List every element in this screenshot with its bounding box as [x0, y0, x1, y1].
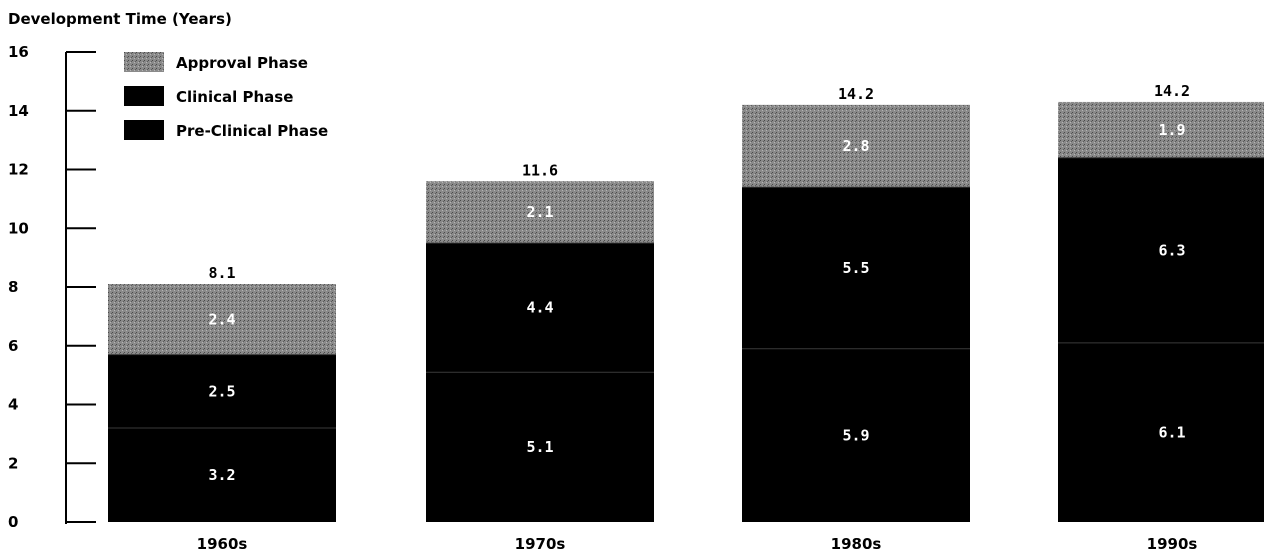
segment-value-label: 2.5: [208, 382, 235, 400]
y-tick-label: 14: [8, 102, 29, 120]
bar-segment: [1058, 342, 1264, 522]
x-category-label: 1980s: [831, 535, 882, 553]
bar-segment: [1058, 101, 1264, 158]
segment-value-label: 3.2: [208, 466, 235, 484]
x-category-label: 1990s: [1147, 535, 1198, 553]
bar-segment: [1058, 157, 1264, 343]
y-tick-label: 10: [8, 219, 29, 237]
segment-value-label: 1.9: [1158, 121, 1185, 139]
segment-value-label: 4.4: [526, 299, 553, 317]
bar-segment: [426, 372, 654, 522]
bar-segment: [426, 242, 654, 373]
legend-swatch: [124, 120, 164, 140]
bar-segment: [108, 354, 336, 428]
segment-value-label: 5.9: [842, 426, 869, 444]
x-category-label: 1960s: [197, 535, 248, 553]
legend-swatch: [124, 52, 164, 72]
y-tick-label: 12: [8, 161, 29, 179]
segment-value-label: 5.5: [842, 259, 869, 277]
segment-value-label: 2.4: [208, 310, 235, 328]
y-axis-title: Development Time (Years): [8, 10, 232, 28]
bar-total-label: 8.1: [208, 264, 235, 282]
y-tick-label: 6: [8, 337, 18, 355]
segment-value-label: 6.3: [1158, 241, 1185, 259]
legend-label: Clinical Phase: [176, 88, 293, 106]
bar-total-label: 14.2: [838, 85, 874, 103]
y-tick-label: 0: [8, 513, 18, 531]
legend-label: Pre-Clinical Phase: [176, 122, 328, 140]
legend: Approval Phase Clinical Phase Pre-Clinical…: [124, 52, 328, 140]
y-tick-label: 4: [8, 396, 18, 414]
segment-value-label: 2.8: [842, 137, 869, 155]
x-axis-labels: 1960s 1970s 1980s 1990s: [197, 535, 1198, 553]
legend-swatch: [124, 86, 164, 106]
bar-segment: [426, 181, 654, 243]
bar-total-label: 11.6: [522, 161, 558, 179]
segment-value-label: 2.1: [526, 203, 553, 221]
segment-value-label: 5.1: [526, 438, 553, 456]
bar-segment: [108, 284, 336, 355]
y-tick-label: 2: [8, 454, 18, 472]
bars-group: 3.2 2.5 2.4 8.1 5.1 4.4 2.1 11.6 5.9 5.5 2.8 14.2 6.…: [108, 82, 1264, 522]
y-tick-label: 16: [8, 43, 29, 61]
y-tick-label: 8: [8, 278, 18, 296]
bar-segment: [742, 348, 970, 522]
y-axis: 0 2 4 6 8 10 12 14 16: [8, 43, 96, 531]
bar-segment: [742, 104, 970, 188]
segment-value-label: 6.1: [1158, 423, 1185, 441]
bar-segment: [108, 428, 336, 522]
bar-segment: [742, 187, 970, 349]
bar-total-label: 14.2: [1154, 82, 1190, 100]
x-category-label: 1970s: [515, 535, 566, 553]
legend-label: Approval Phase: [176, 54, 308, 72]
